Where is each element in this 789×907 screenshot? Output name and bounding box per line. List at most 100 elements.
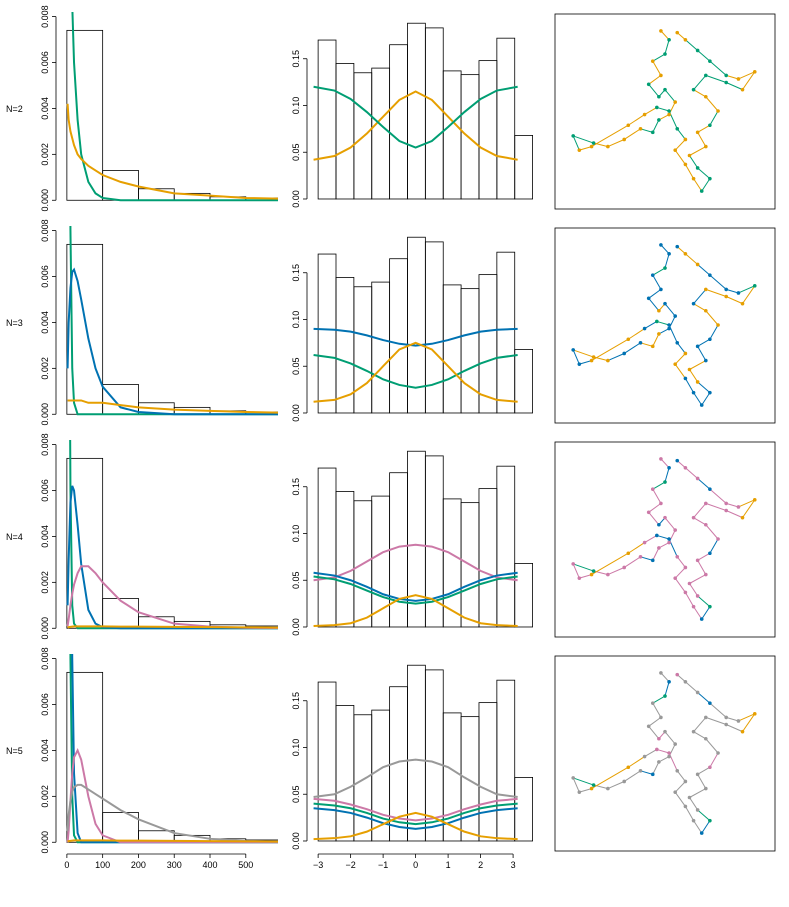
x-tick-label: −3 [313, 860, 323, 870]
track-point [673, 148, 677, 152]
panel [66, 440, 278, 630]
track-point [687, 367, 692, 372]
track-point [622, 137, 626, 142]
track-segment [579, 146, 592, 151]
track-point [724, 715, 728, 720]
bar [335, 63, 355, 200]
x-tick-label: 200 [131, 860, 146, 870]
track-segment [607, 353, 625, 362]
track-point [673, 790, 677, 794]
track-segment [705, 96, 719, 112]
track-point [683, 590, 688, 595]
track-point [667, 466, 671, 470]
track-point [591, 355, 596, 359]
track-segment [676, 556, 686, 568]
track-segment [579, 574, 592, 579]
track-point [646, 724, 651, 729]
y-tick-label: 0.05 [291, 143, 301, 161]
y-tick-label: 0.10 [291, 97, 301, 115]
track-point [673, 576, 677, 580]
bar [496, 251, 516, 414]
track-segment [693, 731, 707, 740]
track-point [691, 515, 696, 520]
track-point [663, 694, 667, 698]
track-segment [644, 321, 658, 329]
track-point [675, 769, 680, 773]
track-point [589, 358, 594, 363]
track-point [667, 680, 671, 684]
track-segment [701, 392, 711, 406]
track-segment [693, 89, 707, 98]
track-point [695, 772, 700, 777]
track-segment [693, 392, 703, 406]
panel [313, 236, 533, 414]
track-segment [664, 467, 670, 483]
track-segment [674, 781, 686, 793]
x-tick-label: 300 [167, 860, 182, 870]
x-tick-label: −2 [345, 860, 355, 870]
track-segment [664, 517, 676, 531]
track-segment [674, 139, 686, 151]
track-segment [726, 296, 743, 305]
track-point [683, 565, 688, 570]
track-point [673, 100, 677, 104]
track-segment [693, 820, 703, 834]
track-segment [656, 320, 670, 326]
bar [335, 491, 355, 628]
track-segment [685, 39, 698, 51]
track-segment [689, 797, 699, 811]
track-point [650, 701, 655, 705]
track-point [683, 376, 688, 381]
track-segment [591, 124, 629, 148]
track-point [695, 380, 700, 384]
track-segment [674, 567, 686, 579]
track-segment [593, 142, 609, 148]
y-tick-label: 0.00 [291, 618, 301, 636]
y-tick-label: 0.000 [40, 831, 50, 854]
track-point [691, 301, 696, 306]
x-tick-label: 500 [238, 860, 253, 870]
track-segment [685, 253, 698, 265]
track-point [699, 189, 704, 193]
track-point [655, 105, 659, 110]
density-curve [69, 654, 278, 844]
density-curve [67, 625, 278, 629]
track-segment [697, 338, 711, 347]
track-segment [726, 510, 743, 519]
track-point [667, 323, 671, 327]
track-segment [709, 702, 727, 718]
track-segment [628, 542, 645, 554]
track-point [663, 515, 667, 520]
bar [514, 135, 533, 200]
track-point [704, 786, 708, 791]
bar [389, 44, 408, 200]
track-point [687, 795, 692, 800]
track-segment [664, 303, 676, 317]
track-point [708, 701, 712, 705]
track-segment [628, 328, 645, 340]
bar [496, 37, 516, 200]
track-segment [660, 458, 670, 469]
track-point [591, 783, 596, 787]
track-point [691, 818, 696, 823]
bar [407, 22, 426, 200]
y-tick-label: 0.004 [40, 739, 50, 762]
track-point [606, 786, 610, 791]
track-point [691, 729, 696, 734]
track-segment [591, 338, 629, 362]
track-segment [648, 74, 662, 85]
track-point [673, 362, 677, 366]
track-segment [676, 246, 686, 255]
density-curve [313, 811, 518, 841]
track-point [704, 94, 708, 99]
track-point [606, 572, 610, 577]
track-point [724, 73, 728, 78]
track-point [675, 341, 680, 345]
track-point [708, 765, 712, 770]
track-segment [693, 606, 703, 620]
track-segment [697, 774, 707, 789]
track-point [724, 722, 728, 727]
track-point [673, 314, 677, 318]
bar [371, 67, 391, 200]
